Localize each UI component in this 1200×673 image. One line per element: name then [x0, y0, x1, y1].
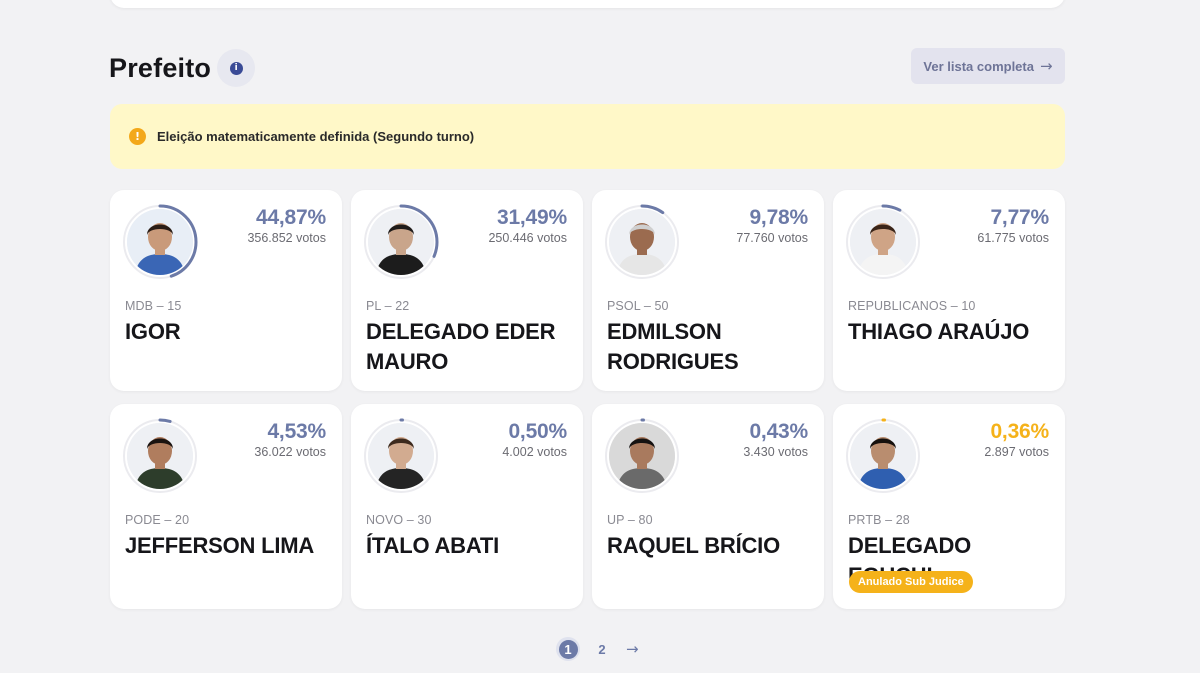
vote-share-arc — [845, 204, 921, 280]
previous-section-card — [110, 0, 1065, 8]
candidate-photo — [609, 209, 675, 275]
section-title: Prefeito — [109, 52, 212, 83]
vote-percentage: 4,53% — [267, 420, 326, 443]
vote-percentage: 44,87% — [255, 206, 326, 229]
candidate-name: EDMILSON RODRIGUES — [607, 319, 739, 374]
candidate-photo — [368, 209, 434, 275]
vote-share-arc — [604, 204, 680, 280]
party-number: PODE – 20 — [125, 513, 190, 527]
vote-percentage: 0,50% — [508, 420, 567, 443]
candidate-name: RAQUEL BRÍCIO — [607, 533, 781, 558]
candidate-photo — [127, 423, 193, 489]
vote-share-ring — [363, 418, 439, 494]
full-list-button[interactable]: Ver lista completa → — [911, 48, 1065, 84]
vote-share-ring — [122, 418, 198, 494]
page-number: 1 — [558, 639, 578, 659]
candidate-name: DELEGADO EDER MAURO — [366, 319, 556, 374]
vote-percentage: 0,43% — [749, 420, 808, 443]
vote-count: 77.760 votos — [736, 231, 808, 245]
vote-share-arc — [122, 204, 198, 280]
candidate-photo — [368, 423, 434, 489]
vote-share-ring — [363, 204, 439, 280]
vote-percentage: 31,49% — [496, 206, 567, 229]
vote-share-arc — [363, 204, 439, 280]
next-page-icon[interactable]: → — [626, 640, 639, 658]
vote-count: 4.002 votos — [502, 445, 567, 459]
vote-share-arc — [363, 418, 439, 494]
vote-count: 250.446 votos — [488, 231, 567, 245]
party-number: PL – 22 — [366, 299, 410, 313]
vote-percentage: 0,36% — [990, 420, 1049, 443]
pagination: 1 2 → — [556, 637, 639, 661]
vote-share-arc — [845, 418, 921, 494]
vote-percentage: 9,78% — [749, 206, 808, 229]
alert-text: Eleição matematicamente definida (Segund… — [157, 129, 475, 144]
vote-share-ring — [845, 204, 921, 280]
party-number: UP – 80 — [607, 513, 653, 527]
candidate-card[interactable]: 4,53% 36.022 votos PODE – 20 JEFFERSON LIMA — [110, 404, 342, 609]
warning-icon: ! — [129, 128, 146, 145]
candidate-name: THIAGO ARAÚJO — [848, 319, 1030, 344]
election-alert: ! Eleição matematicamente definida (Segu… — [110, 104, 1065, 169]
vote-share-arc — [122, 418, 198, 494]
party-number: MDB – 15 — [125, 299, 182, 313]
candidate-photo — [850, 209, 916, 275]
info-button[interactable]: i — [217, 49, 256, 87]
candidate-name: IGOR — [125, 319, 181, 344]
candidate-card[interactable]: 44,87% 356.852 votos MDB – 15 IGOR — [110, 190, 342, 391]
party-number: REPUBLICANOS – 10 — [848, 299, 976, 313]
party-number: PRTB – 28 — [848, 513, 910, 527]
candidate-name: ÍTALO ABATI — [366, 533, 500, 558]
vote-share-ring — [122, 204, 198, 280]
candidate-card[interactable]: 31,49% 250.446 votos PL – 22 DELEGADO EDER … — [351, 190, 583, 391]
vote-count: 2.897 votos — [984, 445, 1049, 459]
arrow-right-icon: → — [1039, 57, 1053, 75]
vote-count: 356.852 votos — [247, 231, 326, 245]
page-number: 2 — [598, 641, 606, 657]
page-2-button[interactable]: 2 — [590, 637, 614, 661]
candidate-card[interactable]: 0,50% 4.002 votos NOVO – 30 ÍTALO ABATI — [351, 404, 583, 609]
candidate-card[interactable]: 7,77% 61.775 votos REPUBLICANOS – 10 THIAGO… — [833, 190, 1065, 391]
vote-share-arc — [604, 418, 680, 494]
vote-share-ring — [604, 204, 680, 280]
party-number: NOVO – 30 — [366, 513, 432, 527]
vote-count: 61.775 votos — [977, 231, 1049, 245]
candidate-photo — [127, 209, 193, 275]
status-badge: Anulado Sub Judice — [849, 571, 973, 593]
page-1-button[interactable]: 1 — [556, 637, 580, 661]
candidate-photo — [850, 423, 916, 489]
vote-share-ring — [845, 418, 921, 494]
candidate-photo — [609, 423, 675, 489]
candidate-name: JEFFERSON LIMA — [125, 533, 315, 558]
vote-count: 3.430 votos — [743, 445, 808, 459]
vote-share-ring — [604, 418, 680, 494]
info-icon: i — [229, 61, 243, 75]
vote-count: 36.022 votos — [254, 445, 326, 459]
full-list-label: Ver lista completa — [923, 58, 1034, 74]
vote-percentage: 7,77% — [990, 206, 1049, 229]
party-number: PSOL – 50 — [607, 299, 669, 313]
candidate-card[interactable]: 0,43% 3.430 votos UP – 80 RAQUEL BRÍCIO — [592, 404, 824, 609]
candidate-card[interactable]: 9,78% 77.760 votos PSOL – 50 EDMILSON RODRI… — [592, 190, 824, 391]
section-header: Prefeito i — [109, 48, 256, 88]
